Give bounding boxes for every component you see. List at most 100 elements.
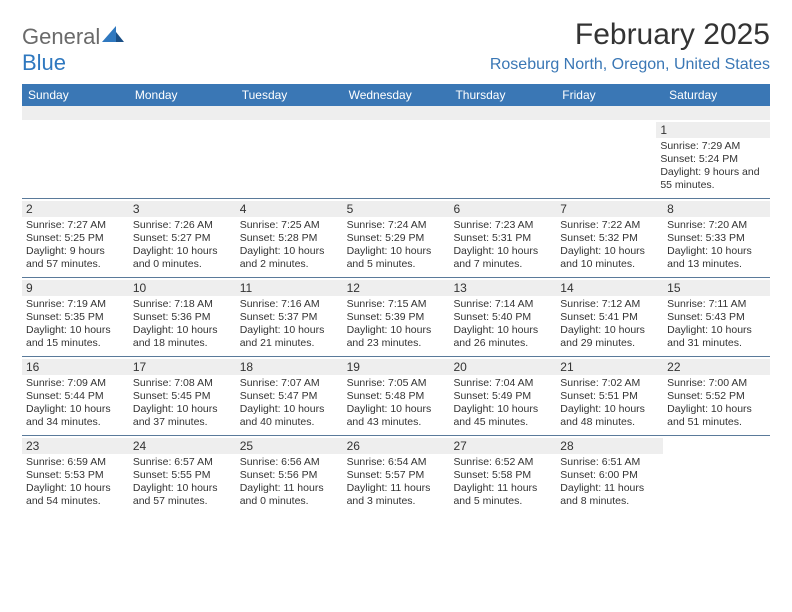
day-number: 27: [449, 438, 556, 454]
sunset-line: Sunset: 5:52 PM: [667, 390, 766, 403]
day-content: Sunrise: 7:20 AMSunset: 5:33 PMDaylight:…: [667, 219, 766, 272]
day-cell-18: 18Sunrise: 7:07 AMSunset: 5:47 PMDayligh…: [236, 357, 343, 435]
daylight-line: Daylight: 10 hours and 51 minutes.: [667, 403, 766, 429]
day-content: Sunrise: 7:18 AMSunset: 5:36 PMDaylight:…: [133, 298, 232, 351]
day-number: 19: [343, 359, 450, 375]
sunrise-line: Sunrise: 7:27 AM: [26, 219, 125, 232]
day-content: Sunrise: 7:23 AMSunset: 5:31 PMDaylight:…: [453, 219, 552, 272]
day-cell-26: 26Sunrise: 6:54 AMSunset: 5:57 PMDayligh…: [343, 436, 450, 514]
day-content: Sunrise: 7:11 AMSunset: 5:43 PMDaylight:…: [667, 298, 766, 351]
day-content: Sunrise: 7:24 AMSunset: 5:29 PMDaylight:…: [347, 219, 446, 272]
page: General Blue February 2025 Roseburg Nort…: [0, 0, 792, 524]
empty-cell: [128, 120, 234, 198]
day-cell-1: 1Sunrise: 7:29 AMSunset: 5:24 PMDaylight…: [656, 120, 770, 198]
sunrise-line: Sunrise: 7:22 AM: [560, 219, 659, 232]
spacer-cell: [449, 106, 556, 120]
daylight-line: Daylight: 10 hours and 5 minutes.: [347, 245, 446, 271]
day-number: 10: [129, 280, 236, 296]
day-cell-25: 25Sunrise: 6:56 AMSunset: 5:56 PMDayligh…: [236, 436, 343, 514]
day-header-wednesday: Wednesday: [343, 84, 450, 106]
sunrise-line: Sunrise: 7:29 AM: [660, 140, 766, 153]
sunrise-line: Sunrise: 7:24 AM: [347, 219, 446, 232]
day-number: 2: [22, 201, 129, 217]
day-number: 5: [343, 201, 450, 217]
day-number: 23: [22, 438, 129, 454]
day-content: Sunrise: 6:59 AMSunset: 5:53 PMDaylight:…: [26, 456, 125, 509]
day-content: Sunrise: 6:51 AMSunset: 6:00 PMDaylight:…: [560, 456, 659, 509]
sunrise-line: Sunrise: 7:12 AM: [560, 298, 659, 311]
day-cell-11: 11 Sunrise: 7:16 AMSunset: 5:37 PMDayligh…: [236, 278, 343, 356]
daylight-line: Daylight: 11 hours and 0 minutes.: [240, 482, 339, 508]
empty-cell: [663, 436, 770, 514]
spacer-cell: [663, 106, 770, 120]
spacer-row: [22, 106, 770, 120]
sunset-line: Sunset: 5:41 PM: [560, 311, 659, 324]
day-content: Sunrise: 6:57 AMSunset: 5:55 PMDaylight:…: [133, 456, 232, 509]
weeks-container: 1Sunrise: 7:29 AMSunset: 5:24 PMDaylight…: [22, 106, 770, 514]
day-content: Sunrise: 7:04 AMSunset: 5:49 PMDaylight:…: [453, 377, 552, 430]
day-header-friday: Friday: [556, 84, 663, 106]
sunrise-line: Sunrise: 7:04 AM: [453, 377, 552, 390]
daylight-line: Daylight: 10 hours and 0 minutes.: [133, 245, 232, 271]
daylight-line: Daylight: 10 hours and 10 minutes.: [560, 245, 659, 271]
sunset-line: Sunset: 5:56 PM: [240, 469, 339, 482]
day-content: Sunrise: 7:22 AMSunset: 5:32 PMDaylight:…: [560, 219, 659, 272]
day-cell-14: 14 Sunrise: 7:12 AMSunset: 5:41 PMDayligh…: [556, 278, 663, 356]
day-number: 7: [556, 201, 663, 217]
day-content: Sunrise: 7:26 AMSunset: 5:27 PMDaylight:…: [133, 219, 232, 272]
sunset-line: Sunset: 5:49 PM: [453, 390, 552, 403]
day-number: 14: [556, 280, 663, 296]
day-header-saturday: Saturday: [663, 84, 770, 106]
day-number: 16: [22, 359, 129, 375]
sunrise-line: Sunrise: 7:18 AM: [133, 298, 232, 311]
day-content: Sunrise: 7:25 AMSunset: 5:28 PMDaylight:…: [240, 219, 339, 272]
day-content: Sunrise: 6:52 AMSunset: 5:58 PMDaylight:…: [453, 456, 552, 509]
day-cell-16: 16 Sunrise: 7:09 AMSunset: 5:44 PMDayligh…: [22, 357, 129, 435]
week-row: 1Sunrise: 7:29 AMSunset: 5:24 PMDaylight…: [22, 120, 770, 199]
sunset-line: Sunset: 5:51 PM: [560, 390, 659, 403]
day-number: 11: [236, 280, 343, 296]
sunset-line: Sunset: 5:44 PM: [26, 390, 125, 403]
day-cell-17: 17Sunrise: 7:08 AMSunset: 5:45 PMDayligh…: [129, 357, 236, 435]
day-content: Sunrise: 7:05 AMSunset: 5:48 PMDaylight:…: [347, 377, 446, 430]
sunset-line: Sunset: 5:32 PM: [560, 232, 659, 245]
sunset-line: Sunset: 5:53 PM: [26, 469, 125, 482]
empty-cell: [551, 120, 657, 198]
daylight-line: Daylight: 10 hours and 57 minutes.: [133, 482, 232, 508]
empty-cell: [233, 120, 339, 198]
sunrise-line: Sunrise: 6:57 AM: [133, 456, 232, 469]
spacer-cell: [343, 106, 450, 120]
day-cell-12: 12Sunrise: 7:15 AMSunset: 5:39 PMDayligh…: [343, 278, 450, 356]
day-cell-24: 24Sunrise: 6:57 AMSunset: 5:55 PMDayligh…: [129, 436, 236, 514]
daylight-line: Daylight: 10 hours and 29 minutes.: [560, 324, 659, 350]
day-number: 18: [236, 359, 343, 375]
day-cell-23: 23 Sunrise: 6:59 AMSunset: 5:53 PMDayligh…: [22, 436, 129, 514]
daylight-line: Daylight: 10 hours and 23 minutes.: [347, 324, 446, 350]
sunrise-line: Sunrise: 7:07 AM: [240, 377, 339, 390]
sunset-line: Sunset: 5:28 PM: [240, 232, 339, 245]
day-number: 28: [556, 438, 663, 454]
daylight-line: Daylight: 10 hours and 2 minutes.: [240, 245, 339, 271]
day-header-tuesday: Tuesday: [236, 84, 343, 106]
logo-blue: Blue: [22, 50, 66, 75]
sunrise-line: Sunrise: 7:09 AM: [26, 377, 125, 390]
daylight-line: Daylight: 10 hours and 34 minutes.: [26, 403, 125, 429]
day-content: Sunrise: 7:14 AMSunset: 5:40 PMDaylight:…: [453, 298, 552, 351]
spacer-cell: [236, 106, 343, 120]
sunset-line: Sunset: 5:39 PM: [347, 311, 446, 324]
sunrise-line: Sunrise: 6:56 AM: [240, 456, 339, 469]
day-content: Sunrise: 7:16 AMSunset: 5:37 PMDaylight:…: [240, 298, 339, 351]
sunrise-line: Sunrise: 6:59 AM: [26, 456, 125, 469]
daylight-line: Daylight: 10 hours and 54 minutes.: [26, 482, 125, 508]
sunrise-line: Sunrise: 7:02 AM: [560, 377, 659, 390]
sunrise-line: Sunrise: 7:20 AM: [667, 219, 766, 232]
day-content: Sunrise: 6:56 AMSunset: 5:56 PMDaylight:…: [240, 456, 339, 509]
day-header-row: SundayMondayTuesdayWednesdayThursdayFrid…: [22, 84, 770, 106]
daylight-line: Daylight: 10 hours and 7 minutes.: [453, 245, 552, 271]
sunrise-line: Sunrise: 7:15 AM: [347, 298, 446, 311]
day-header-monday: Monday: [129, 84, 236, 106]
daylight-line: Daylight: 9 hours and 55 minutes.: [660, 166, 766, 192]
sunset-line: Sunset: 5:57 PM: [347, 469, 446, 482]
header: General Blue February 2025 Roseburg Nort…: [22, 18, 770, 76]
day-content: Sunrise: 7:00 AMSunset: 5:52 PMDaylight:…: [667, 377, 766, 430]
